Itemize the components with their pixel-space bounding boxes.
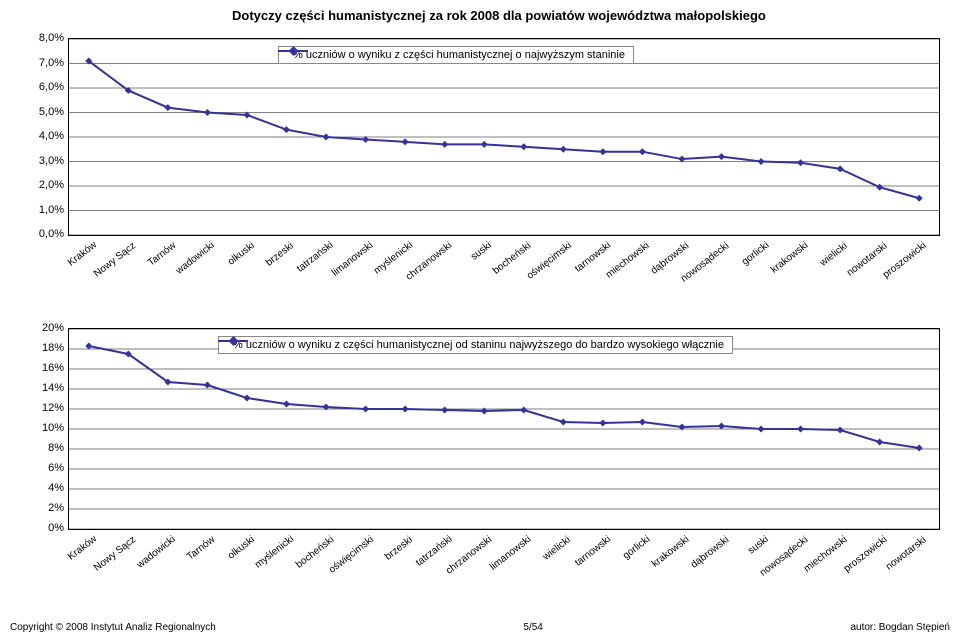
x-tick-label: krakowski — [650, 534, 691, 570]
x-tick-label: limanowski — [488, 534, 533, 573]
x-tick-label: gorlicki — [740, 240, 771, 268]
y-tick-label: 1,0% — [24, 204, 64, 216]
chart2-legend-label: % uczniów o wyniku z części humanistyczn… — [233, 339, 724, 351]
y-tick-label: 6,0% — [24, 81, 64, 93]
y-tick-label: 0% — [24, 522, 64, 534]
x-tick-label: wadowicki — [174, 240, 217, 277]
x-tick-label: brzeski — [383, 534, 415, 562]
x-tick-label: proszowicki — [842, 534, 890, 574]
x-tick-label: tarnowski — [573, 534, 613, 569]
y-tick-label: 3,0% — [24, 155, 64, 167]
x-tick-label: wielicki — [541, 534, 573, 562]
y-tick-label: 14% — [24, 382, 64, 394]
main-title: Dotyczy części humanistycznej za rok 200… — [232, 8, 766, 23]
x-tick-label: suski — [469, 240, 494, 263]
footer-copyright: Copyright © 2008 Instytut Analiz Regiona… — [10, 622, 216, 633]
x-tick-label: proszowicki — [881, 240, 929, 280]
x-tick-label: wadowicki — [135, 534, 178, 571]
x-tick-label: gorlicki — [621, 534, 652, 562]
y-tick-label: 20% — [24, 322, 64, 334]
y-tick-label: 7,0% — [24, 57, 64, 69]
x-tick-label: myślenicki — [253, 534, 296, 571]
chart1-plot-area — [68, 38, 940, 236]
x-tick-label: Nowy Sącz — [92, 240, 138, 279]
x-tick-label: miechowski — [802, 534, 850, 574]
x-tick-label: wielicki — [818, 240, 850, 268]
x-tick-label: olkuski — [226, 240, 257, 267]
x-tick-label: oświęcimski — [525, 240, 574, 282]
y-tick-label: 2,0% — [24, 179, 64, 191]
y-tick-label: 10% — [24, 422, 64, 434]
x-tick-label: dąbrowski — [689, 534, 731, 570]
y-tick-label: 5,0% — [24, 106, 64, 118]
y-tick-label: 4,0% — [24, 130, 64, 142]
page-footer: Copyright © 2008 Instytut Analiz Regiona… — [0, 622, 960, 633]
x-tick-label: brzeski — [264, 240, 296, 268]
chart2-plot-area — [68, 328, 940, 530]
y-tick-label: 12% — [24, 402, 64, 414]
x-tick-label: nowotarski — [884, 534, 928, 572]
y-tick-label: 16% — [24, 362, 64, 374]
x-tick-label: Kraków — [66, 534, 99, 563]
chart2-legend: % uczniów o wyniku z części humanistyczn… — [218, 336, 733, 354]
x-tick-label: Tarnów — [146, 240, 178, 269]
x-tick-label: Kraków — [66, 240, 99, 269]
y-tick-label: 4% — [24, 482, 64, 494]
chart1-legend: % uczniów o wyniku z części humanistyczn… — [278, 46, 634, 64]
y-tick-label: 8% — [24, 442, 64, 454]
x-tick-label: krakowski — [769, 240, 810, 276]
y-tick-label: 6% — [24, 462, 64, 474]
chart1-legend-label: % uczniów o wyniku z części humanistyczn… — [293, 49, 625, 61]
footer-page-number: 5/54 — [523, 622, 542, 633]
x-tick-label: Nowy Sącz — [92, 534, 138, 573]
x-tick-label: limanowski — [330, 240, 375, 279]
x-tick-label: suski — [746, 534, 771, 557]
y-tick-label: 2% — [24, 502, 64, 514]
footer-author: autor: Bogdan Stępień — [850, 622, 950, 633]
x-tick-label: olkuski — [226, 534, 257, 561]
y-tick-label: 18% — [24, 342, 64, 354]
x-tick-label: Tarnów — [185, 534, 217, 563]
y-tick-label: 0,0% — [24, 228, 64, 240]
y-tick-label: 8,0% — [24, 32, 64, 44]
